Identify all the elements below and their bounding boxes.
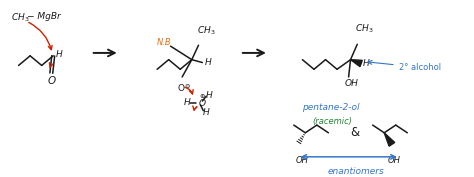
- Text: 2° alcohol: 2° alcohol: [368, 61, 441, 72]
- Text: $\overset{\oplus}{O}$: $\overset{\oplus}{O}$: [198, 93, 206, 110]
- Text: H: H: [56, 50, 63, 59]
- Polygon shape: [384, 133, 395, 146]
- Text: O: O: [47, 76, 55, 86]
- Text: $CH_3$: $CH_3$: [197, 24, 215, 37]
- Text: (racemic): (racemic): [312, 117, 352, 126]
- Text: OH: OH: [345, 79, 359, 88]
- Text: H: H: [204, 58, 211, 67]
- Text: H: H: [184, 98, 191, 107]
- Text: − MgBr: − MgBr: [27, 12, 61, 21]
- Text: O$^{\ominus}$: O$^{\ominus}$: [177, 83, 191, 95]
- Text: pentane-2-ol: pentane-2-ol: [302, 103, 360, 112]
- Text: enantiomers: enantiomers: [328, 167, 384, 176]
- Text: OH: OH: [296, 156, 309, 165]
- Text: N.B: N.B: [157, 38, 172, 47]
- Text: $CH_3$: $CH_3$: [356, 22, 374, 35]
- Text: OH: OH: [388, 156, 401, 165]
- Polygon shape: [351, 60, 362, 67]
- Text: H: H: [363, 59, 370, 68]
- Text: H: H: [202, 108, 209, 117]
- Text: $CH_3$: $CH_3$: [11, 12, 29, 24]
- Text: &: &: [351, 126, 360, 139]
- Text: H: H: [206, 91, 213, 100]
